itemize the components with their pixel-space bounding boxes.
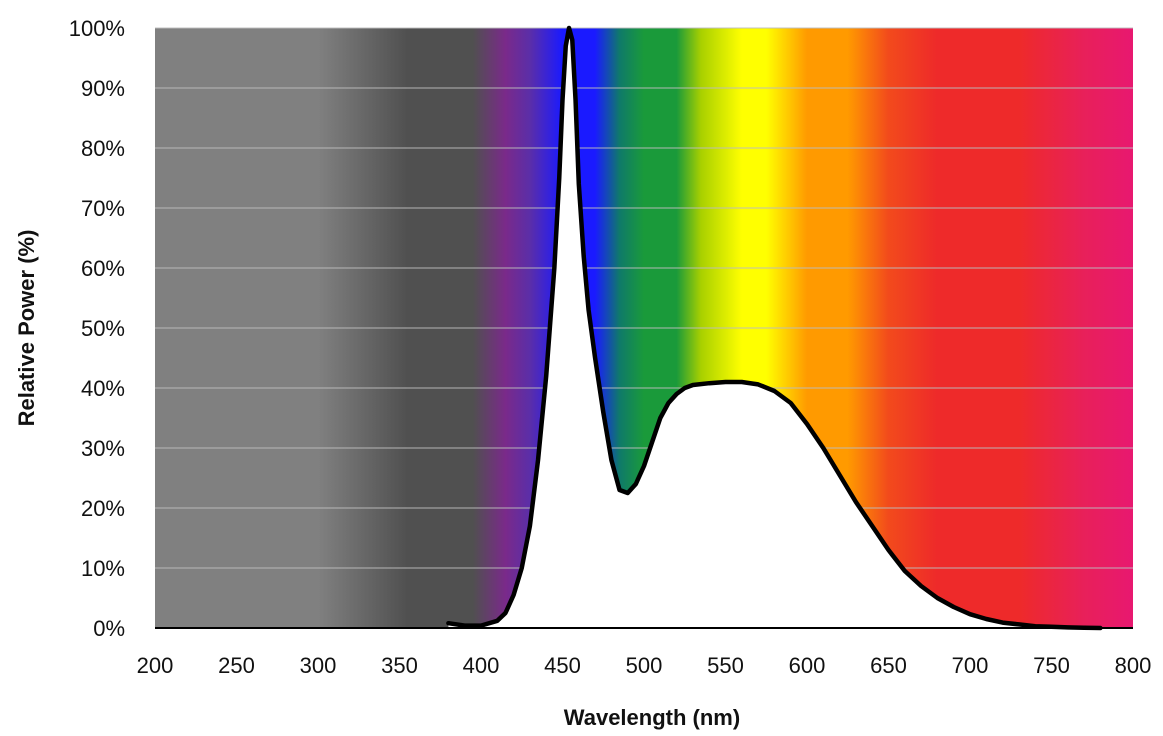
y-tick-label: 90% bbox=[81, 76, 125, 101]
x-tick-labels: 200 250 300 350 400 450 500 550 600 650 700 750 800 bbox=[137, 653, 1152, 678]
x-tick-label: 400 bbox=[463, 653, 500, 678]
y-tick-label: 20% bbox=[81, 496, 125, 521]
spd-curve bbox=[446, 25, 1103, 631]
y-tick-label: 40% bbox=[81, 376, 125, 401]
y-tick-labels: 0% 10% 20% 30% 40% 50% 60% 70% 80% 90% 100% bbox=[69, 16, 125, 641]
x-tick-label: 300 bbox=[300, 653, 337, 678]
x-tick-label: 350 bbox=[381, 653, 418, 678]
x-tick-label: 500 bbox=[626, 653, 663, 678]
y-tick-label: 60% bbox=[81, 256, 125, 281]
x-tick-label: 650 bbox=[870, 653, 907, 678]
x-tick-label: 600 bbox=[789, 653, 826, 678]
y-tick-label: 50% bbox=[81, 316, 125, 341]
y-tick-label: 100% bbox=[69, 16, 125, 41]
x-tick-label: 200 bbox=[137, 653, 174, 678]
x-axis-title: Wavelength (nm) bbox=[564, 705, 740, 730]
x-tick-label: 550 bbox=[707, 653, 744, 678]
x-tick-label: 700 bbox=[952, 653, 989, 678]
y-tick-label: 10% bbox=[81, 556, 125, 581]
x-tick-label: 450 bbox=[544, 653, 581, 678]
y-tick-label: 80% bbox=[81, 136, 125, 161]
x-tick-label: 250 bbox=[218, 653, 255, 678]
y-tick-label: 70% bbox=[81, 196, 125, 221]
y-tick-label: 0% bbox=[93, 616, 125, 641]
y-tick-label: 30% bbox=[81, 436, 125, 461]
x-tick-label: 800 bbox=[1115, 653, 1152, 678]
x-tick-label: 750 bbox=[1033, 653, 1070, 678]
y-axis-title: Relative Power (%) bbox=[14, 230, 39, 427]
spd-area-fill bbox=[448, 28, 1101, 628]
